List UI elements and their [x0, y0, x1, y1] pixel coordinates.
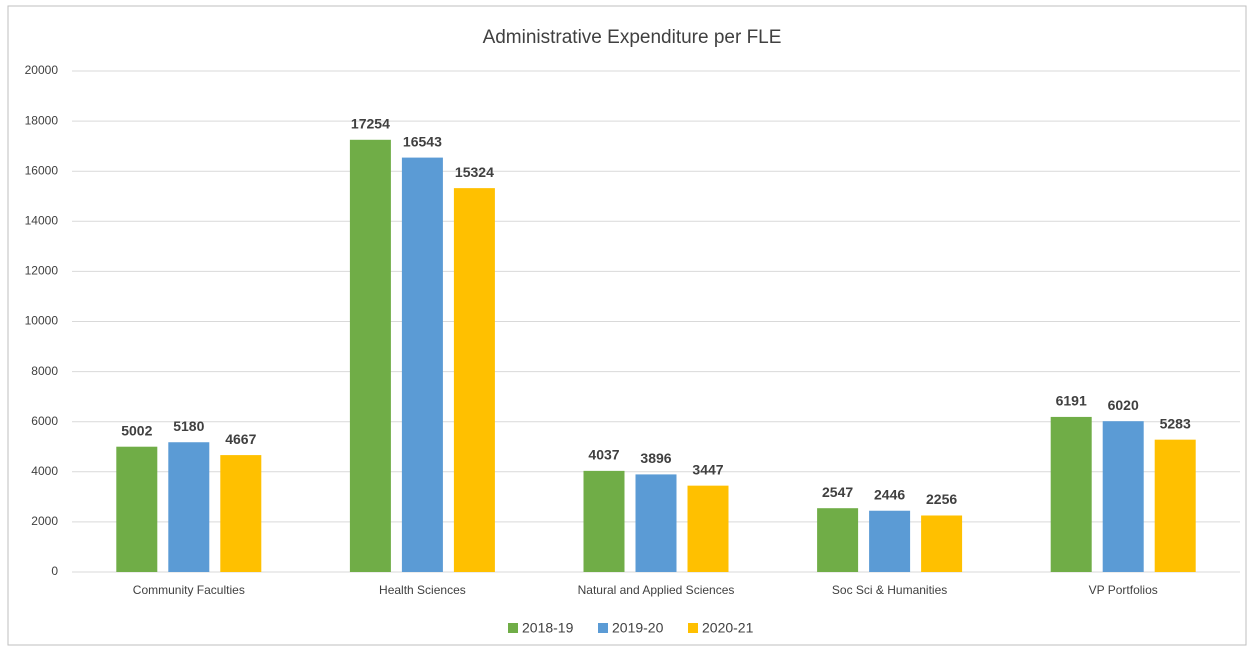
bar	[168, 442, 210, 572]
y-tick-label: 14000	[25, 213, 59, 227]
y-tick-label: 18000	[25, 113, 59, 127]
bar	[349, 139, 391, 572]
bar	[1102, 421, 1144, 572]
y-tick-label: 4000	[31, 464, 58, 478]
y-tick-label: 2000	[31, 514, 58, 528]
data-label: 16543	[403, 133, 442, 149]
data-label: 5002	[121, 422, 152, 438]
legend-label: 2020-21	[702, 620, 754, 636]
bar	[401, 157, 443, 573]
data-label: 3447	[692, 461, 723, 477]
bar	[869, 510, 911, 572]
data-label: 4037	[588, 447, 619, 463]
data-label: 5180	[173, 418, 204, 434]
x-tick-label: Soc Sci & Humanities	[832, 583, 947, 597]
bar	[1050, 416, 1092, 572]
data-label: 17254	[351, 115, 390, 131]
x-tick-label: VP Portfolios	[1089, 583, 1158, 597]
data-label: 3896	[640, 450, 671, 466]
data-label: 6020	[1108, 397, 1139, 413]
bar	[635, 474, 677, 572]
x-tick-label: Natural and Applied Sciences	[578, 583, 735, 597]
bar	[453, 188, 495, 573]
y-tick-label: 20000	[25, 63, 59, 77]
bar	[1154, 439, 1196, 572]
data-label: 6191	[1056, 393, 1087, 409]
bar	[817, 508, 859, 572]
data-label: 2256	[926, 491, 957, 507]
bar	[220, 455, 262, 572]
y-tick-label: 16000	[25, 163, 59, 177]
legend-label: 2019-20	[612, 620, 664, 636]
y-tick-label: 10000	[25, 314, 59, 328]
legend-swatch	[688, 623, 698, 633]
y-tick-label: 8000	[31, 364, 58, 378]
data-label: 5283	[1160, 415, 1191, 431]
legend-swatch	[598, 623, 608, 633]
legend-swatch	[508, 623, 518, 633]
y-tick-label: 6000	[31, 414, 58, 428]
bar	[116, 446, 158, 572]
y-tick-label: 0	[51, 564, 58, 578]
bar	[921, 515, 963, 572]
chart-border	[7, 5, 1247, 646]
bar	[583, 470, 625, 572]
data-label: 15324	[455, 164, 494, 180]
chart-title: Administrative Expenditure per FLE	[483, 27, 782, 48]
data-label: 2446	[874, 486, 905, 502]
x-tick-label: Community Faculties	[133, 583, 245, 597]
legend-label: 2018-19	[522, 620, 574, 636]
y-tick-label: 12000	[25, 264, 59, 278]
bar	[687, 485, 729, 572]
x-tick-label: Health Sciences	[379, 583, 466, 597]
data-label: 2547	[822, 484, 853, 500]
data-label: 4667	[225, 431, 256, 447]
